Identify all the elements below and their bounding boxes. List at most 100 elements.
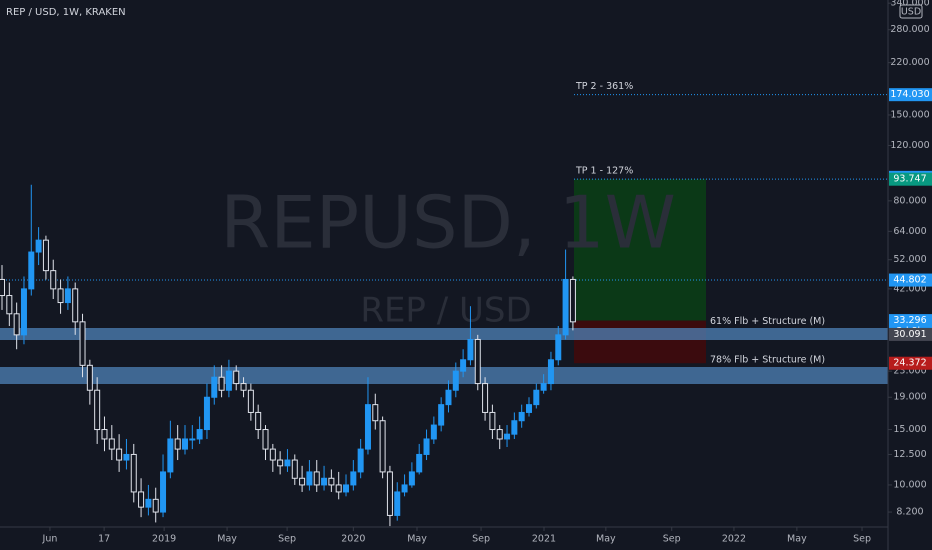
- y-tick-label: 52.000: [893, 254, 926, 265]
- zone-band: [0, 367, 888, 384]
- candle-body: [277, 459, 284, 467]
- price-label-box: [889, 273, 932, 287]
- candle-body: [321, 477, 328, 486]
- candle-body: [240, 383, 247, 391]
- candle-body: [496, 429, 503, 440]
- candle-body: [386, 471, 393, 516]
- candle-body: [108, 438, 115, 450]
- currency-box[interactable]: [899, 4, 923, 19]
- y-tick-label: 19.000: [893, 392, 926, 403]
- candle-body: [569, 278, 576, 323]
- candle-body: [86, 364, 93, 391]
- candle-body: [408, 471, 415, 486]
- candle-body: [482, 383, 489, 413]
- x-tick-label: Sep: [853, 534, 871, 545]
- candle-body: [50, 270, 57, 290]
- y-tick-label: 42.000: [893, 283, 926, 294]
- annotation: TP 2 - 361%: [575, 81, 633, 92]
- candle-body: [116, 448, 123, 461]
- candle-body: [181, 438, 188, 450]
- background: [0, 94, 888, 364]
- x-tick-label: 2020: [341, 534, 365, 545]
- price-label: 33.296: [893, 315, 926, 326]
- x-tick-label: 2019: [152, 534, 176, 545]
- annotation: 61% Flb + Structure (M): [710, 316, 825, 327]
- candle-body: [372, 404, 379, 422]
- candle-body: [196, 429, 203, 440]
- candle-body: [547, 359, 554, 385]
- price-label: 174.030: [890, 89, 929, 100]
- price-label: 24.372: [893, 358, 926, 369]
- candle-body: [364, 404, 371, 450]
- x-tick-label: 17: [98, 534, 110, 545]
- candle-body: [42, 239, 49, 272]
- candle-body: [357, 448, 364, 473]
- candle-body: [313, 471, 320, 486]
- candle-body: [211, 376, 218, 398]
- candle-body: [138, 491, 145, 508]
- y-tick-label: 15.000: [893, 424, 926, 435]
- x-tick-label: Jun: [42, 534, 58, 545]
- x-tick-label: May: [407, 534, 427, 545]
- annotation: 78% Flb + Structure (M): [710, 355, 825, 366]
- candle-body: [350, 471, 357, 486]
- watermark-sub: REP / USD: [360, 291, 531, 331]
- candle-body: [167, 438, 174, 473]
- candle-body: [262, 429, 269, 450]
- candle-body: [218, 376, 225, 391]
- x-tick-label: May: [787, 534, 807, 545]
- price-label-box: [889, 327, 932, 341]
- candle-body: [28, 251, 35, 290]
- x-tick-label: Sep: [472, 534, 490, 545]
- candle-body: [438, 404, 445, 426]
- candle-body: [189, 438, 196, 441]
- candle-body: [489, 411, 496, 431]
- candle-body: [306, 471, 313, 486]
- y-tick-label: 23.000: [893, 366, 926, 377]
- candle-body: [394, 491, 401, 516]
- candle-body: [474, 338, 481, 385]
- candle-body: [343, 484, 350, 493]
- x-tick-label: 2022: [722, 534, 746, 545]
- candle-body: [20, 288, 27, 336]
- x-tick-label: May: [596, 534, 616, 545]
- candle-body: [174, 438, 181, 450]
- candle-body: [269, 448, 276, 461]
- candle-body: [299, 477, 306, 486]
- candle-body: [160, 471, 167, 513]
- candle-body: [35, 239, 42, 253]
- candle-body: [284, 459, 291, 467]
- loss-zone: [574, 320, 706, 364]
- y-tick-label: 64.000: [893, 226, 926, 237]
- candle-body: [401, 484, 408, 493]
- candle-body: [555, 334, 562, 361]
- y-tick-label: 220.000: [890, 57, 929, 68]
- y-tick-label: 150.000: [890, 109, 929, 120]
- candle-body: [379, 420, 386, 473]
- candle-body: [430, 424, 437, 440]
- candle-body: [460, 359, 467, 372]
- price-label: 30.091: [893, 329, 926, 340]
- price-label: 44.802: [893, 275, 926, 286]
- x-tick-label: 2021: [532, 534, 556, 545]
- candle-body: [540, 383, 547, 391]
- currency: USD: [901, 7, 921, 18]
- x-tick-label: Sep: [278, 534, 296, 545]
- y-tick-label: 10.000: [893, 479, 926, 490]
- candle-body: [247, 389, 254, 413]
- candle-body: [152, 498, 159, 513]
- candle-body: [533, 389, 540, 406]
- candle-body: [445, 389, 452, 406]
- profit-zone: [574, 179, 706, 321]
- y-tick-label: 120.000: [890, 140, 929, 151]
- candle-body: [57, 288, 64, 304]
- candle-body: [525, 404, 532, 413]
- candle-body: [416, 453, 423, 473]
- candle-body: [504, 433, 511, 440]
- candle-body: [203, 396, 210, 431]
- candle-body: [511, 420, 518, 435]
- candle-body: [13, 313, 20, 336]
- price-label: 93.747: [893, 174, 926, 185]
- candle-body: [123, 453, 130, 461]
